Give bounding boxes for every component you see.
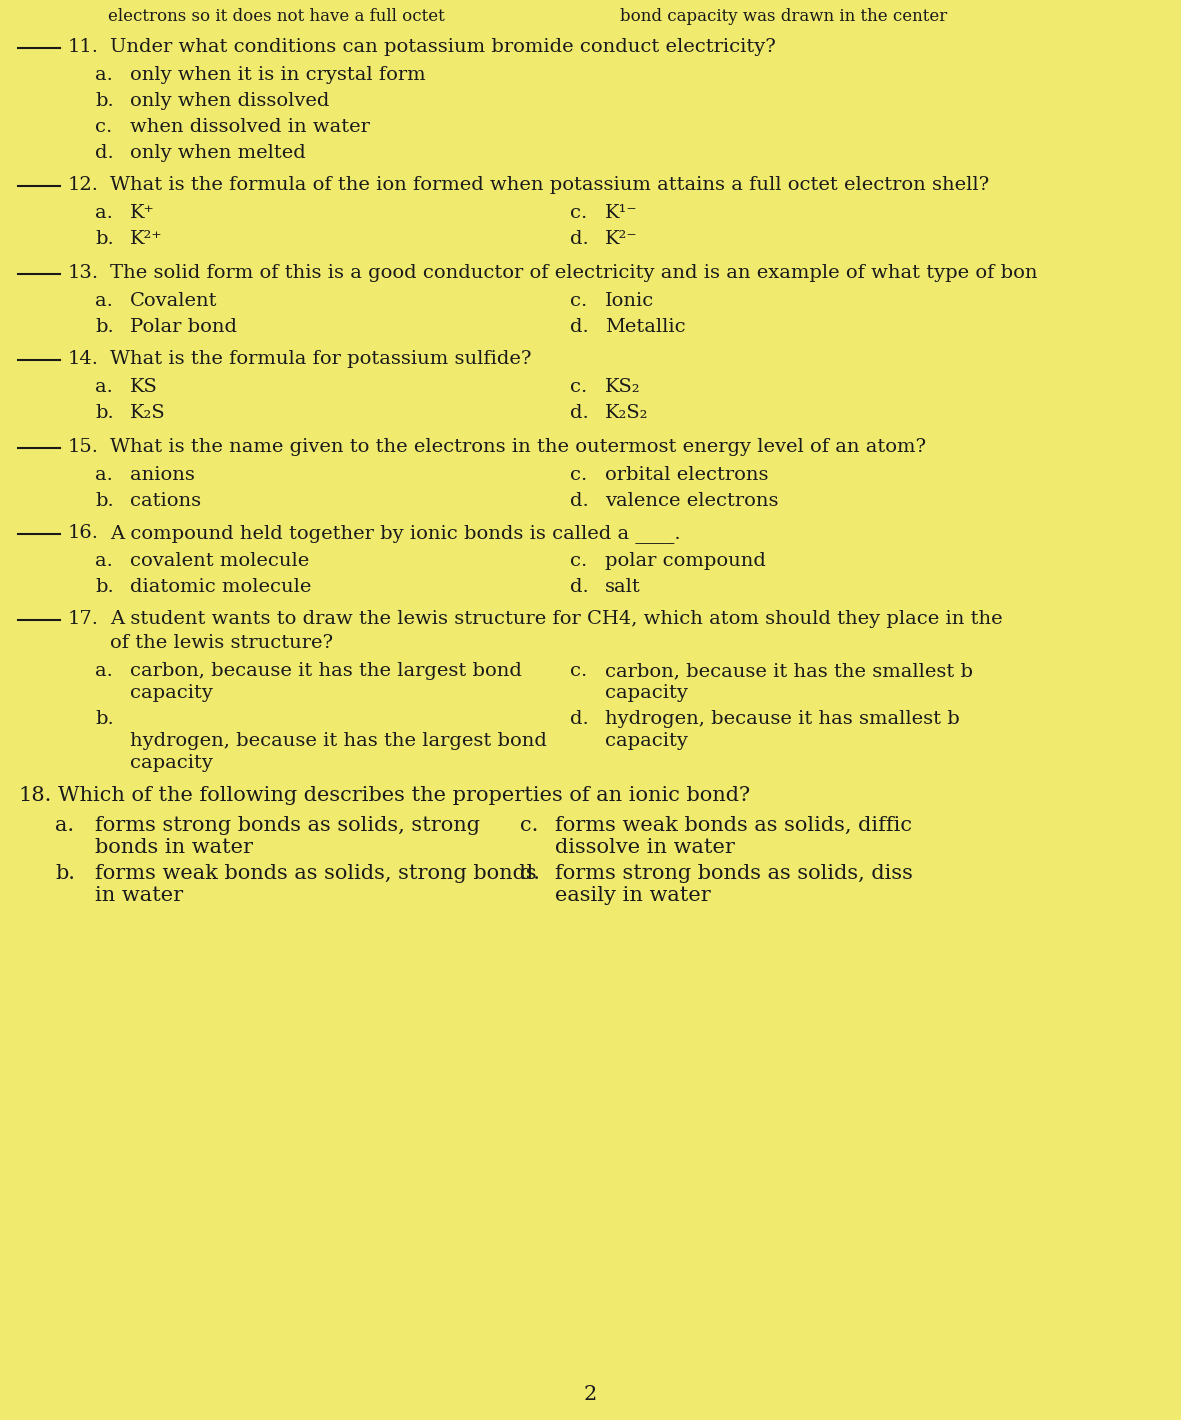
Text: forms weak bonds as solids, strong bonds: forms weak bonds as solids, strong bonds [94,863,536,883]
Text: cations: cations [130,491,201,510]
Text: capacity: capacity [605,684,687,701]
Text: b.: b. [94,405,113,422]
Text: d.: d. [570,318,589,337]
Text: covalent molecule: covalent molecule [130,552,309,569]
Text: a.: a. [94,204,113,222]
Text: capacity: capacity [130,754,213,772]
Text: only when it is in crystal form: only when it is in crystal form [130,65,425,84]
Text: anions: anions [130,466,195,484]
Text: b.: b. [94,318,113,337]
Text: 13.: 13. [68,264,99,283]
Text: b.: b. [94,578,113,596]
Text: K²⁺: K²⁺ [130,230,163,248]
Text: forms strong bonds as solids, strong: forms strong bonds as solids, strong [94,816,479,835]
Text: hydrogen, because it has smallest b: hydrogen, because it has smallest b [605,710,960,728]
Text: 14.: 14. [68,349,99,368]
Text: 17.: 17. [68,611,99,628]
Text: Covalent: Covalent [130,293,217,310]
Text: bonds in water: bonds in water [94,838,253,858]
Text: d.: d. [570,230,589,248]
Text: Ionic: Ionic [605,293,654,310]
Text: b.: b. [94,230,113,248]
Text: d.: d. [520,863,540,883]
Text: dissolve in water: dissolve in water [555,838,735,858]
Text: b.: b. [94,92,113,109]
Text: a.: a. [56,816,74,835]
Text: What is the formula of the ion formed when potassium attains a full octet electr: What is the formula of the ion formed wh… [110,176,990,195]
Text: d.: d. [570,578,589,596]
Text: a.: a. [94,378,113,396]
Text: Polar bond: Polar bond [130,318,237,337]
Text: K²⁻: K²⁻ [605,230,638,248]
Text: 2: 2 [583,1384,596,1404]
Text: K⁺: K⁺ [130,204,155,222]
Text: KS₂: KS₂ [605,378,640,396]
Text: easily in water: easily in water [555,886,711,905]
Text: K₂S₂: K₂S₂ [605,405,648,422]
Text: d.: d. [570,491,589,510]
Text: 11.: 11. [68,38,99,55]
Text: polar compound: polar compound [605,552,765,569]
Text: a.: a. [94,662,113,680]
Text: K₂S: K₂S [130,405,165,422]
Text: c.: c. [570,466,587,484]
Text: 16.: 16. [68,524,99,542]
Text: What is the formula for potassium sulfide?: What is the formula for potassium sulfid… [110,349,531,368]
Text: orbital electrons: orbital electrons [605,466,769,484]
Text: capacity: capacity [605,731,687,750]
Text: carbon, because it has the smallest b: carbon, because it has the smallest b [605,662,973,680]
Text: A student wants to draw the lewis structure for CH4, which atom should they plac: A student wants to draw the lewis struct… [110,611,1003,628]
Text: valence electrons: valence electrons [605,491,778,510]
Text: forms strong bonds as solids, diss: forms strong bonds as solids, diss [555,863,913,883]
Text: b.: b. [94,491,113,510]
Text: electrons so it does not have a full octet: electrons so it does not have a full oct… [107,9,445,26]
Text: forms weak bonds as solids, diffic: forms weak bonds as solids, diffic [555,816,912,835]
Text: KS: KS [130,378,158,396]
Text: d.: d. [570,710,589,728]
Text: c.: c. [570,662,587,680]
Text: a.: a. [94,65,113,84]
Text: diatomic molecule: diatomic molecule [130,578,312,596]
Text: a.: a. [94,552,113,569]
Text: c.: c. [520,816,539,835]
Text: c.: c. [570,378,587,396]
Text: 18.: 18. [18,787,52,805]
Text: c.: c. [94,118,112,136]
Text: bond capacity was drawn in the center: bond capacity was drawn in the center [620,9,947,26]
Text: What is the name given to the electrons in the outermost energy level of an atom: What is the name given to the electrons … [110,437,926,456]
Text: The solid form of this is a good conductor of electricity and is an example of w: The solid form of this is a good conduct… [110,264,1037,283]
Text: b.: b. [56,863,76,883]
Text: d.: d. [570,405,589,422]
Text: d.: d. [94,143,113,162]
Text: c.: c. [570,293,587,310]
Text: carbon, because it has the largest bond: carbon, because it has the largest bond [130,662,522,680]
Text: b.: b. [94,710,113,728]
Text: A compound held together by ionic bonds is called a ____.: A compound held together by ionic bonds … [110,524,680,542]
Text: 12.: 12. [68,176,99,195]
Text: Which of the following describes the properties of an ionic bond?: Which of the following describes the pro… [58,787,750,805]
Text: c.: c. [570,552,587,569]
Text: Under what conditions can potassium bromide conduct electricity?: Under what conditions can potassium brom… [110,38,776,55]
Text: hydrogen, because it has the largest bond: hydrogen, because it has the largest bon… [130,731,547,750]
Text: only when melted: only when melted [130,143,306,162]
Text: salt: salt [605,578,641,596]
Text: a.: a. [94,293,113,310]
Text: Metallic: Metallic [605,318,686,337]
Text: 15.: 15. [68,437,99,456]
Text: c.: c. [570,204,587,222]
Text: a.: a. [94,466,113,484]
Text: K¹⁻: K¹⁻ [605,204,638,222]
Text: when dissolved in water: when dissolved in water [130,118,370,136]
Text: of the lewis structure?: of the lewis structure? [110,633,333,652]
Text: in water: in water [94,886,183,905]
Text: capacity: capacity [130,684,213,701]
Text: only when dissolved: only when dissolved [130,92,329,109]
